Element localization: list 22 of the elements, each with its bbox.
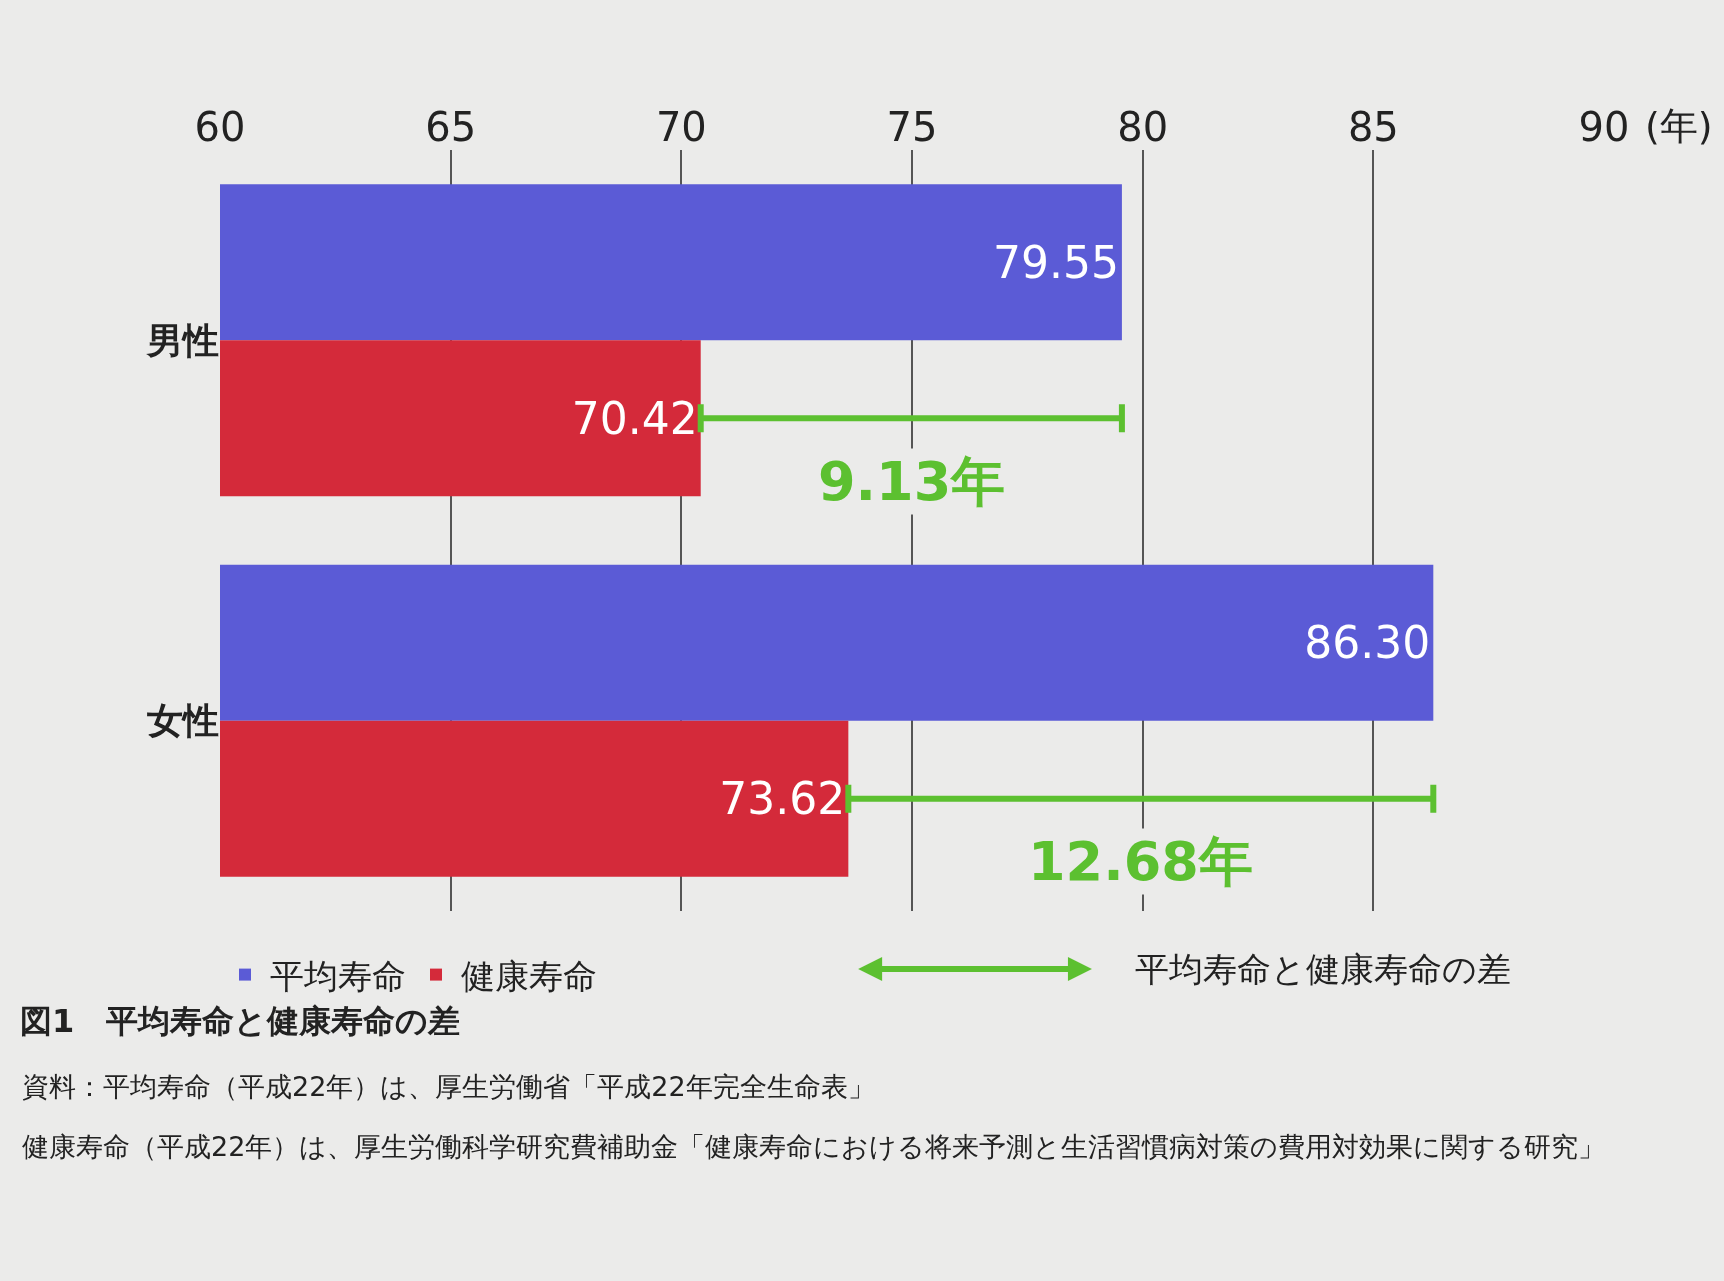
x-tick-label: 75: [886, 104, 938, 150]
x-axis-title: (年): [1645, 104, 1713, 148]
x-tick-label: 80: [1117, 104, 1169, 150]
x-tick-label: 85: [1347, 104, 1399, 150]
annotation: 12.68年: [1028, 830, 1253, 893]
data-label: 86.30: [1304, 617, 1431, 669]
y-tick-label: 女性: [147, 700, 219, 742]
x-tick-label: 90: [1578, 104, 1630, 150]
text: 平均寿命と健康寿命の差: [1135, 949, 1511, 989]
y-tick-label: 男性: [146, 319, 219, 361]
data-label: 73.62: [719, 773, 846, 825]
x-tick-label: 60: [194, 104, 246, 150]
x-tick-label: 65: [425, 104, 477, 150]
text: 図1 平均寿命と健康寿命の差: [20, 1002, 461, 1041]
legend-label: 健康寿命: [461, 955, 597, 996]
text: 健康寿命（平成22年）は、厚生労働科学研究費補助金「健康寿命における将来予測と生活習慣病対策の費用対効果に関する研究」: [22, 1131, 1606, 1162]
x-tick-label: 70: [655, 104, 707, 150]
text: 資料：平均寿命（平成22年）は、厚生労働省「平成22年完全生命表」: [22, 1071, 875, 1102]
legend-label: 平均寿命: [270, 955, 406, 996]
data-label: 79.55: [992, 236, 1119, 288]
annotation: 9.13年: [818, 450, 1006, 513]
data-label: 70.42: [571, 392, 698, 444]
